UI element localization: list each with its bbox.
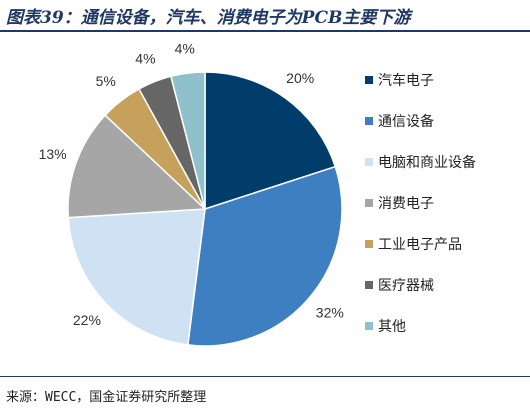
chart-title: 图表39：通信设备，汽车、消费电子为PCB主要下游 — [6, 8, 411, 28]
legend-swatch-4 — [365, 240, 373, 248]
pie-slices — [67, 71, 343, 347]
pie-slice-2 — [67, 208, 206, 346]
legend-label-5: 医疗器械 — [378, 278, 434, 294]
legend-label-6: 其他 — [378, 319, 406, 335]
pie-slice-label-0: 20% — [286, 70, 314, 86]
legend-label-2: 电脑和商业设备 — [378, 154, 476, 171]
legend-label-4: 工业电子产品 — [378, 237, 462, 253]
legend-label-1: 通信设备 — [378, 113, 434, 130]
legend-swatch-6 — [365, 322, 373, 330]
pie-slice-label-1: 32% — [316, 304, 344, 320]
pie-slice-label-4: 5% — [96, 73, 116, 89]
legend-swatch-1 — [365, 117, 373, 125]
legend-swatch-0 — [365, 76, 373, 84]
title-rule — [0, 30, 530, 32]
pie-slice-0 — [204, 71, 337, 211]
pie-slice-1 — [186, 165, 343, 347]
legend-swatch-5 — [365, 281, 373, 289]
source-note: 来源：WECC，国金证券研究所整理 — [6, 390, 207, 405]
pie-chart: 20% 32% 22% 13% 5% 4% 4% 汽车电子通信设备电脑和商业设备消费电子工业… — [39, 40, 476, 347]
legend-label-3: 消费电子 — [378, 196, 434, 212]
pie-slice-3 — [67, 114, 207, 219]
pie-slice-label-6: 4% — [175, 40, 195, 56]
pie-slice-label-5: 4% — [135, 50, 155, 66]
pie-slice-label-2: 22% — [73, 312, 101, 328]
pie-slice-labels: 20% 32% 22% 13% 5% 4% 4% — [39, 40, 344, 328]
pie-slice-label-3: 13% — [39, 146, 67, 162]
legend-swatch-3 — [365, 199, 373, 207]
legend-label-0: 汽车电子 — [378, 72, 434, 89]
pie-slice-6 — [170, 71, 206, 210]
legend-swatch-2 — [365, 158, 373, 166]
source-rule — [0, 376, 530, 377]
